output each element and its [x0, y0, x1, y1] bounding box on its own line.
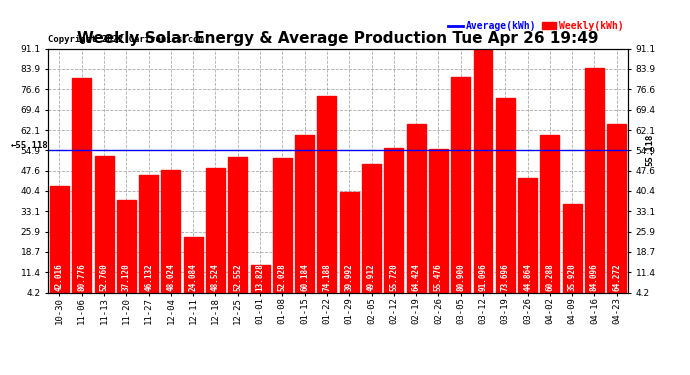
Bar: [384, 148, 404, 304]
Text: 64.272: 64.272: [612, 263, 621, 291]
Bar: [362, 164, 381, 304]
Bar: [406, 124, 426, 304]
Text: 39.992: 39.992: [345, 263, 354, 291]
Text: 52.552: 52.552: [233, 263, 242, 291]
Text: 52.028: 52.028: [278, 263, 287, 291]
Bar: [50, 186, 69, 304]
Text: 84.096: 84.096: [590, 263, 599, 291]
Text: 13.828: 13.828: [255, 263, 264, 291]
Bar: [273, 158, 292, 304]
Bar: [206, 168, 225, 304]
Text: 35.920: 35.920: [568, 263, 577, 291]
Bar: [540, 135, 560, 304]
Bar: [339, 192, 359, 304]
Bar: [518, 178, 537, 304]
Legend: Average(kWh), Weekly(kWh): Average(kWh), Weekly(kWh): [444, 17, 628, 35]
Text: ←55.118: ←55.118: [10, 141, 48, 150]
Bar: [161, 170, 180, 304]
Text: 49.912: 49.912: [367, 263, 376, 291]
Bar: [250, 266, 270, 304]
Text: 80.900: 80.900: [456, 263, 465, 291]
Bar: [117, 200, 136, 304]
Text: 55.476: 55.476: [434, 263, 443, 291]
Bar: [496, 98, 515, 304]
Text: 74.188: 74.188: [322, 263, 331, 291]
Bar: [563, 204, 582, 304]
Text: 55.720: 55.720: [389, 263, 398, 291]
Bar: [72, 78, 91, 304]
Text: 42.016: 42.016: [55, 263, 64, 291]
Bar: [95, 156, 114, 304]
Text: 73.696: 73.696: [501, 263, 510, 291]
Bar: [429, 148, 448, 304]
Text: 48.024: 48.024: [166, 263, 175, 291]
Text: 80.776: 80.776: [77, 263, 86, 291]
Text: 24.084: 24.084: [188, 263, 198, 291]
Text: 91.096: 91.096: [478, 263, 488, 291]
Bar: [228, 157, 247, 304]
Text: 64.424: 64.424: [412, 263, 421, 291]
Title: Weekly Solar Energy & Average Production Tue Apr 26 19:49: Weekly Solar Energy & Average Production…: [77, 31, 599, 46]
Text: Copyright 2022 Cartronics.com: Copyright 2022 Cartronics.com: [48, 35, 204, 44]
Text: 44.864: 44.864: [523, 263, 532, 291]
Bar: [139, 175, 158, 304]
Bar: [295, 135, 314, 304]
Bar: [607, 124, 627, 304]
Bar: [317, 96, 337, 304]
Bar: [184, 237, 203, 304]
Text: 55.118: 55.118: [646, 134, 655, 166]
Text: 52.760: 52.760: [99, 263, 108, 291]
Text: 60.288: 60.288: [545, 263, 554, 291]
Text: 48.524: 48.524: [211, 263, 220, 291]
Bar: [451, 77, 470, 304]
Bar: [585, 68, 604, 304]
Text: 60.184: 60.184: [300, 263, 309, 291]
Text: 46.132: 46.132: [144, 263, 153, 291]
Bar: [473, 49, 493, 304]
Text: 37.120: 37.120: [122, 263, 131, 291]
